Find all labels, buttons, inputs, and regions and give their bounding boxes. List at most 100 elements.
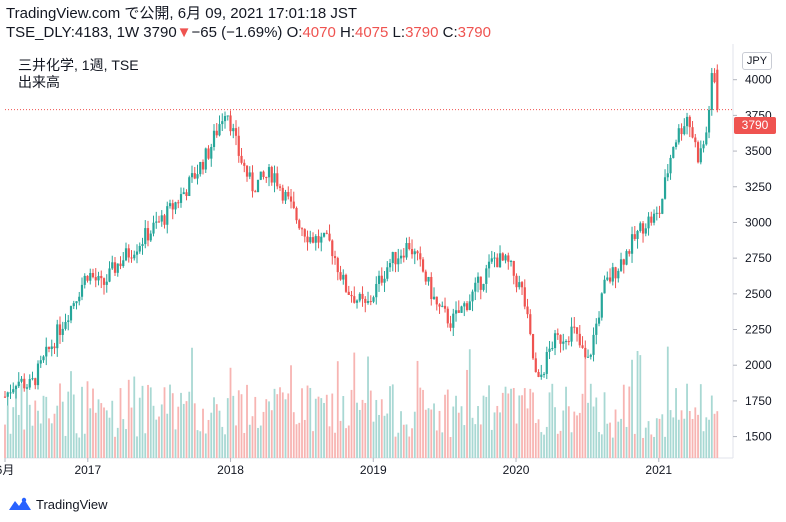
- volume-bar: [196, 430, 199, 458]
- candle-body: [160, 215, 163, 222]
- candle-body: [372, 297, 375, 302]
- candle-body: [619, 259, 623, 271]
- volume-bar: [504, 386, 507, 458]
- volume-bar: [394, 436, 397, 458]
- candle-body: [652, 213, 656, 223]
- candle-body: [262, 171, 265, 177]
- candle-body: [507, 255, 510, 262]
- candle-body: [713, 73, 716, 83]
- volume-bar: [26, 387, 28, 458]
- volume-bar: [15, 384, 17, 458]
- candle-body: [116, 263, 119, 273]
- volume-bar: [430, 409, 433, 458]
- volume-bar: [259, 425, 262, 458]
- volume-bar: [488, 385, 490, 458]
- candle-body: [377, 275, 381, 284]
- candle-body: [573, 326, 576, 328]
- candle-body: [479, 276, 482, 290]
- volume-bar: [490, 429, 493, 458]
- candle-body: [537, 372, 540, 377]
- candle-body: [410, 248, 414, 255]
- candle-body: [702, 144, 705, 149]
- candle-body: [438, 304, 441, 307]
- volume-bar: [309, 387, 312, 458]
- volume-bar: [620, 418, 622, 458]
- candle-body: [193, 173, 196, 179]
- candle-body: [443, 305, 447, 309]
- volume-bar: [290, 365, 292, 458]
- currency-button[interactable]: JPY: [742, 52, 772, 70]
- high-value: 4075: [355, 24, 389, 41]
- candle-body: [578, 333, 581, 346]
- volume-bar: [149, 387, 152, 458]
- candle-body: [218, 124, 221, 136]
- volume-bar: [336, 361, 339, 458]
- candle-body: [34, 378, 37, 386]
- volume-bar: [600, 434, 603, 458]
- candle-body: [221, 121, 224, 125]
- candle-body: [386, 267, 389, 279]
- candle-body: [364, 298, 367, 303]
- volume-bar: [609, 422, 611, 458]
- volume-bar: [543, 434, 545, 458]
- candle-body: [595, 323, 598, 335]
- candle-body: [534, 358, 537, 373]
- volume-bar: [86, 381, 89, 458]
- candle-body: [369, 301, 372, 303]
- volume-bar: [221, 426, 224, 458]
- candle-body: [229, 115, 232, 132]
- volume-bar: [438, 410, 441, 458]
- volume-bar: [127, 379, 130, 458]
- volume-bar: [199, 431, 202, 458]
- candle-body: [666, 173, 669, 178]
- candle-body: [446, 308, 449, 324]
- volume-bar: [342, 396, 345, 458]
- candle-body: [284, 191, 287, 201]
- candle-body: [383, 278, 386, 283]
- volume-bar: [226, 398, 229, 458]
- candle-body: [42, 356, 45, 361]
- candle-body: [138, 245, 141, 252]
- volume-bar: [625, 426, 628, 458]
- last-price-tag: 3790: [734, 117, 776, 134]
- candle-body: [45, 346, 48, 357]
- volume-bar: [606, 423, 609, 458]
- candle-body: [487, 261, 491, 269]
- price-tick-label: 4000: [745, 73, 772, 87]
- candle-body: [523, 287, 526, 307]
- volume-bar: [50, 423, 53, 458]
- candle-body: [597, 317, 601, 324]
- volume-bar: [372, 421, 375, 458]
- candle-body: [490, 258, 493, 262]
- close-label: C:: [438, 24, 458, 41]
- candle-body: [432, 296, 436, 300]
- candle-body: [78, 296, 81, 302]
- candle-body: [496, 257, 499, 268]
- candle-body: [388, 263, 392, 268]
- volume-bar: [529, 388, 532, 458]
- volume-label: 出来高: [18, 74, 60, 90]
- tradingview-footer[interactable]: TradingView: [8, 494, 108, 514]
- candle-body: [465, 303, 469, 311]
- volume-bar: [584, 358, 587, 458]
- volume-bar: [232, 395, 235, 458]
- candle-body: [375, 283, 378, 298]
- time-tick-label: 2020: [503, 463, 530, 477]
- candle-body: [317, 236, 320, 243]
- candle-body: [185, 192, 188, 197]
- volume-bar: [92, 388, 94, 458]
- volume-bar: [191, 347, 193, 458]
- volume-bar: [633, 433, 636, 458]
- volume-bar: [661, 414, 664, 458]
- volume-bar: [424, 409, 427, 458]
- candle-body: [232, 128, 235, 132]
- candle-body: [674, 142, 678, 147]
- candle-body: [111, 262, 114, 269]
- volume-bar: [419, 387, 422, 458]
- volume-bar: [716, 411, 719, 458]
- volume-bar: [287, 393, 290, 458]
- volume-bar: [666, 346, 669, 458]
- close-value: 3790: [457, 24, 491, 41]
- candle-body: [56, 324, 59, 349]
